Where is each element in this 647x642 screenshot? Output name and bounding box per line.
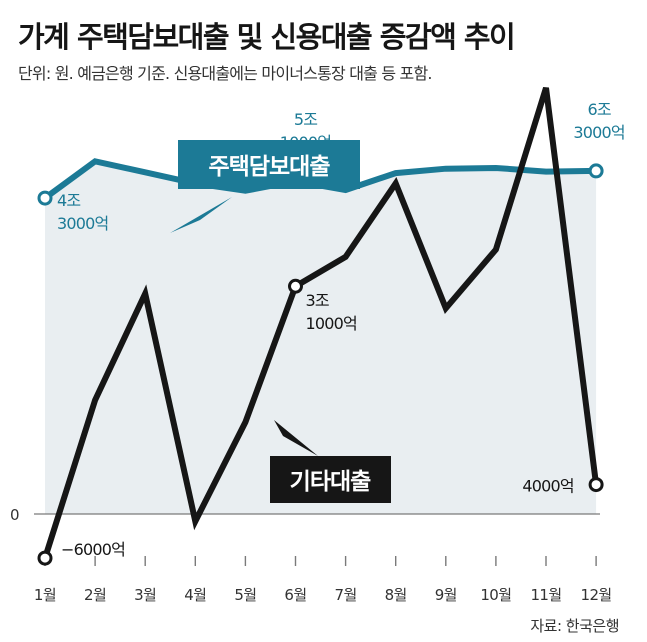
legend-mortgage-label: 주택담보대출 bbox=[209, 154, 331, 180]
x-tick-label: 2월 bbox=[84, 586, 106, 604]
data-label: 4조 bbox=[57, 191, 80, 210]
x-tick-label: 5월 bbox=[234, 586, 256, 604]
data-point-marker bbox=[288, 278, 303, 294]
x-tick-label: 4월 bbox=[184, 586, 206, 604]
source-note: 자료: 한국은행 bbox=[530, 617, 619, 635]
legend-other: 기타대출 bbox=[270, 420, 391, 503]
x-tick-label: 9월 bbox=[435, 586, 457, 604]
data-label: 3000억 bbox=[573, 123, 624, 142]
x-tick-label: 7월 bbox=[335, 586, 357, 604]
data-point-marker bbox=[588, 163, 604, 179]
data-label: −6000억 bbox=[61, 540, 125, 559]
data-label: 5조 bbox=[294, 110, 317, 129]
data-label: 4000억 bbox=[522, 477, 573, 496]
other-loans-line bbox=[42, 86, 600, 559]
x-tick-label: 3월 bbox=[134, 586, 156, 604]
chart-title: 가계 주택담보대출 및 신용대출 증감액 추이 bbox=[18, 20, 516, 54]
data-label: 1000억 bbox=[306, 314, 357, 333]
mortgage-area bbox=[45, 161, 597, 515]
legend-other-label: 기타대출 bbox=[290, 469, 371, 495]
x-tick-label: 6월 bbox=[284, 586, 306, 604]
data-point-marker bbox=[37, 190, 53, 206]
data-point-marker bbox=[37, 550, 53, 566]
data-label: 3000억 bbox=[57, 214, 108, 233]
y-tick-label: 0 bbox=[10, 506, 19, 524]
legend-mortgage: 주택담보대출 bbox=[170, 140, 360, 233]
x-tick-label: 11월 bbox=[530, 586, 561, 604]
x-tick-label: 1월 bbox=[34, 586, 56, 604]
x-tick-label: 12월 bbox=[581, 586, 612, 604]
data-label: 6조 bbox=[587, 100, 610, 119]
data-label: 3조 bbox=[306, 291, 329, 310]
chart-subtitle: 단위: 원. 예금은행 기준. 신용대출에는 마이너스통장 대출 등 포함. bbox=[18, 64, 432, 83]
x-tick-label: 8월 bbox=[385, 586, 407, 604]
data-point-marker bbox=[588, 477, 604, 493]
x-tick-label: 10월 bbox=[480, 586, 511, 604]
